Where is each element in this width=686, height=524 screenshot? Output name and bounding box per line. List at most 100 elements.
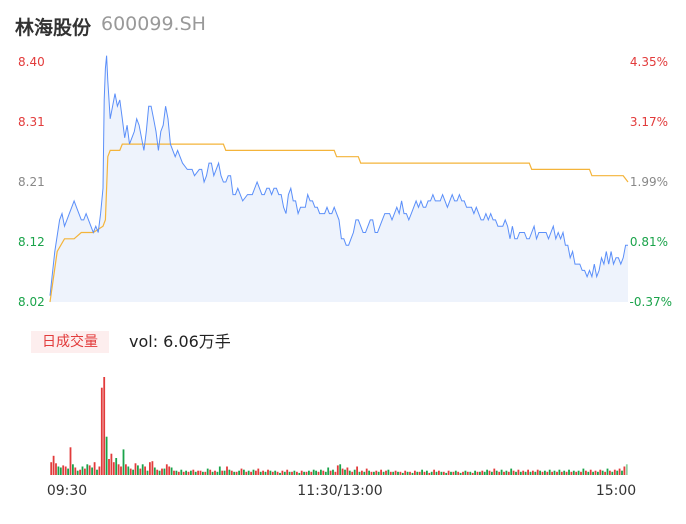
avg-price-line (49, 143, 629, 303)
volume-bar (199, 470, 202, 475)
pct-tick-5: -0.37% (630, 295, 672, 309)
time-tick-close: 15:00 (596, 483, 636, 499)
volume-bar (565, 471, 568, 475)
volume-bar (459, 472, 462, 475)
volume-bar (380, 469, 382, 475)
volume-bar (570, 471, 573, 475)
volume-bar (553, 470, 556, 475)
volume-bar (322, 470, 325, 475)
stock-name: 林海股份 (15, 17, 92, 39)
volume-bar (370, 471, 373, 475)
volume-bar (79, 469, 81, 475)
volume-bar (247, 470, 250, 475)
volume-bar (286, 469, 289, 475)
volume-bar (539, 470, 541, 475)
pct-tick-2: 3.17% (630, 115, 668, 129)
volume-bar (572, 470, 575, 475)
volume-bar (515, 471, 517, 475)
volume-bar (358, 471, 361, 475)
volume-bar (86, 464, 89, 475)
volume-bar (464, 470, 467, 475)
volume-bar (72, 464, 74, 475)
volume-bar (262, 470, 264, 475)
volume-bar (423, 471, 426, 475)
volume-bar (59, 467, 62, 475)
volume-bar (190, 470, 192, 475)
volume-bar (466, 471, 469, 475)
volume-bar (495, 470, 498, 475)
volume-bar (476, 471, 479, 475)
volume-bar (560, 471, 563, 475)
time-tick-midday: 11:30/13:00 (297, 483, 382, 499)
volume-bar (194, 471, 197, 475)
volume-bar (255, 470, 257, 475)
volume-bar (96, 469, 98, 475)
volume-bar (479, 471, 481, 475)
volume-bar (606, 468, 609, 475)
volume-bar (110, 453, 113, 475)
volume-bar (517, 469, 520, 475)
volume-bar (411, 472, 414, 475)
volume-bar (577, 470, 580, 475)
volume-bar (204, 471, 207, 475)
volume-bar (387, 469, 390, 475)
volume-bar (250, 471, 252, 475)
volume-bar (397, 471, 399, 475)
volume-bar (214, 470, 216, 475)
volume-bar (283, 471, 286, 475)
volume-bar (486, 469, 488, 475)
volume-bar (368, 470, 370, 475)
volume-bar (592, 471, 594, 475)
volume-bar (132, 469, 134, 475)
volume-bar (421, 469, 423, 475)
volume-bar (122, 449, 125, 475)
volume-bar (426, 470, 428, 475)
volume-bar (488, 470, 491, 475)
volume-bar (233, 471, 236, 475)
volume-bar (385, 470, 387, 475)
pct-tick-3: 1.99% (630, 175, 668, 189)
volume-bar (187, 471, 190, 475)
volume-bar (144, 466, 146, 475)
volume-bar (414, 470, 416, 475)
volume-bar (558, 469, 561, 475)
volume-bar (548, 469, 551, 475)
volume-bar (392, 471, 395, 475)
volume-tab[interactable]: 日成交量 (31, 331, 109, 353)
volume-bar (611, 471, 614, 475)
volume-bar (257, 468, 260, 475)
volume-bar (491, 471, 493, 475)
volume-bar (527, 469, 529, 475)
volume-bars (50, 377, 628, 475)
volume-bar (575, 471, 578, 475)
volume-bar (267, 469, 269, 475)
volume-bar (62, 465, 65, 475)
volume-bar (84, 468, 86, 475)
volume-bar (469, 471, 472, 475)
volume-bar (137, 465, 139, 475)
volume-bar (76, 470, 79, 475)
price-tick-1: 8.40 (18, 55, 45, 69)
volume-bar (587, 471, 590, 475)
volume-bar (175, 470, 178, 475)
volume-bar (168, 466, 171, 475)
volume-bar (291, 471, 293, 475)
volume-bar (613, 469, 616, 475)
volume-bar (440, 471, 443, 475)
volume-bar (93, 462, 96, 475)
pct-tick-1: 4.35% (630, 55, 668, 69)
volume-bar (348, 470, 351, 475)
stock-code: 600099.SH (101, 13, 206, 35)
volume-bar (361, 470, 363, 475)
time-tick-open: 09:30 (47, 483, 87, 499)
volume-bar (252, 469, 255, 475)
volume-bar (546, 471, 549, 475)
volume-bar (532, 470, 534, 475)
volume-bar (117, 464, 120, 475)
volume-bar (334, 471, 337, 475)
volume-bar (363, 471, 366, 475)
volume-bar (481, 470, 484, 475)
volume-bar (498, 471, 501, 475)
volume-bar (211, 471, 214, 475)
